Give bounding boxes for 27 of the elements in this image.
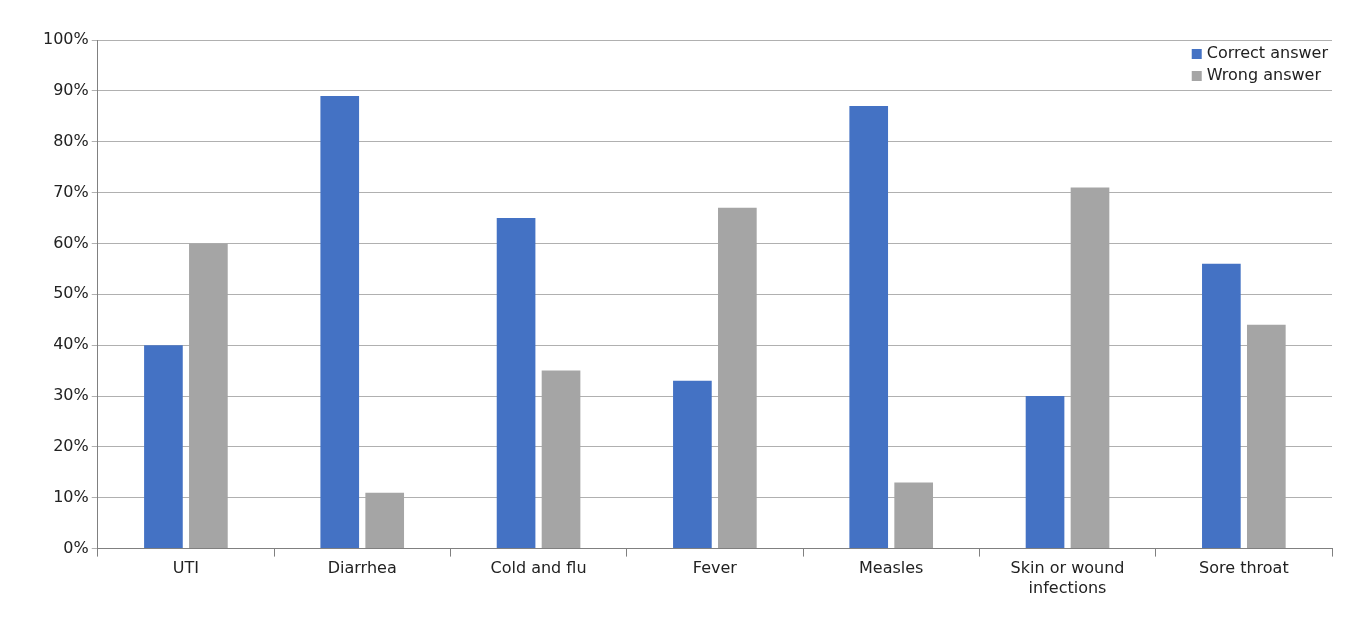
bar [849, 106, 889, 549]
bar [144, 345, 183, 549]
bar [1202, 263, 1241, 549]
x-tick-label: Skin or wound infections [1010, 558, 1125, 597]
y-tick-label: 90% [53, 80, 89, 100]
bar [673, 380, 712, 549]
y-tick-label: 20% [53, 436, 89, 456]
x-tick-label: Measles [858, 558, 924, 578]
y-tick-label: 80% [53, 130, 89, 150]
y-tick-label: 10% [53, 486, 89, 506]
y-tick-label: 30% [53, 385, 89, 405]
x-tick-label: Cold and flu [490, 558, 587, 578]
y-tick-label: 50% [53, 283, 89, 303]
x-tick-label: Fever [692, 558, 738, 578]
y-tick-label: 70% [53, 181, 89, 201]
x-tick-label: Sore throat [1199, 558, 1289, 578]
legend-label: Wrong answer [1206, 65, 1322, 85]
bar [496, 218, 536, 549]
y-tick-label: 100% [42, 29, 89, 49]
x-tick-label: Diarrhea [327, 558, 397, 578]
legend-label: Correct answer [1206, 43, 1329, 63]
y-tick-label: 60% [53, 232, 89, 252]
bar [1025, 396, 1065, 549]
bar [320, 95, 360, 549]
y-tick-label: 40% [53, 334, 89, 354]
y-tick-label: 0% [63, 537, 89, 557]
x-tick-label: UTI [172, 558, 200, 578]
